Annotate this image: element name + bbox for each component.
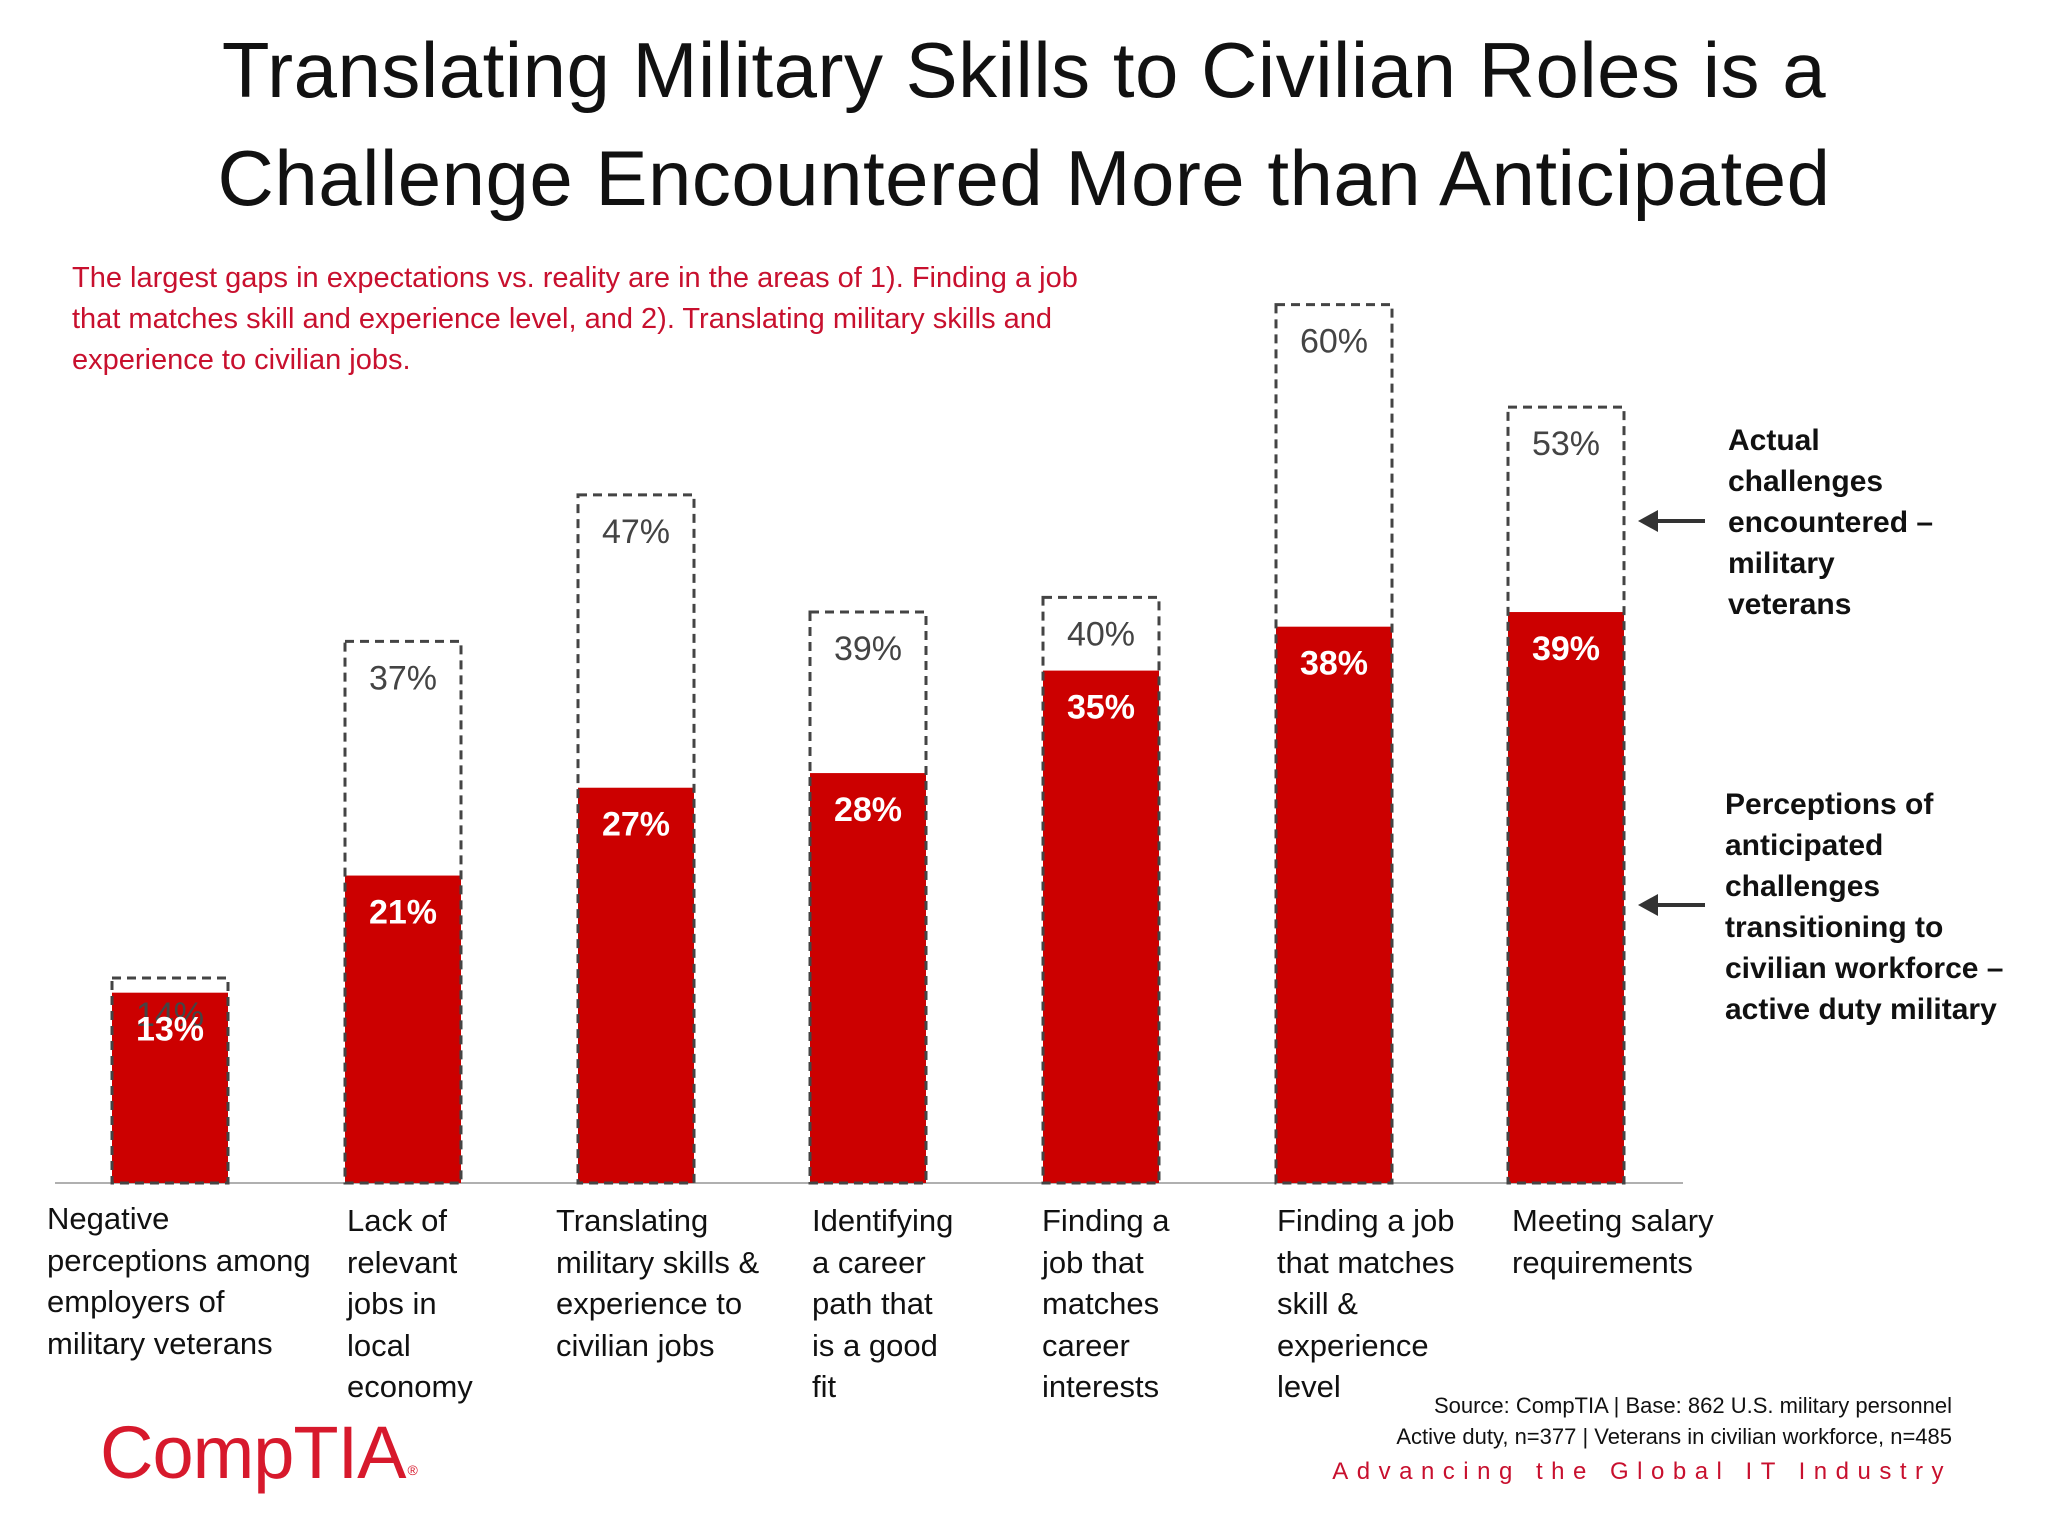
legend-actual-line-5: veterans [1728, 588, 1852, 621]
category-label-6: Finding a job that matches skill & experien… [1277, 1200, 1455, 1408]
category-label-4-line-5: fit [812, 1369, 837, 1404]
category-label-2-line-2: relevant [347, 1244, 458, 1280]
source-line-1: Source: CompTIA | Base: 862 U.S. militar… [1433, 1393, 1952, 1418]
category-label-6-line-4: experience [1277, 1327, 1429, 1363]
data-label-perceived-1: 13% [136, 1011, 204, 1049]
category-label-6-line-3: skill & [1277, 1286, 1358, 1321]
comptia-logo: CompTIA ® [100, 1410, 418, 1495]
legend-perceived-label: Perceptions of anticipated challenges trans… [1725, 784, 2003, 1030]
category-label-6-line-2: that matches [1277, 1244, 1455, 1280]
chart-subtitle-line-3: experience to civilian jobs. [72, 344, 411, 376]
category-label-4-line-2: a career [812, 1244, 926, 1280]
bar-perceived-4 [810, 773, 926, 1183]
category-label-5-line-5: interests [1042, 1369, 1160, 1404]
left-arrow-icon-head [1638, 894, 1658, 916]
category-label-3-line-4: civilian jobs [556, 1327, 715, 1363]
source-note: Source: CompTIA | Base: 862 U.S. militar… [1396, 1390, 1952, 1452]
category-label-5-line-3: matches [1042, 1286, 1160, 1321]
chart-subtitle: The largest gaps in expectations vs. rea… [72, 258, 1192, 381]
data-label-actual-7: 53% [1532, 425, 1600, 463]
data-label-actual-4: 39% [834, 630, 902, 668]
brand-tagline: Advancing the Global IT Industry [1332, 1458, 1952, 1485]
logo-text: CompTIA [100, 1411, 407, 1494]
category-label-1-line-1: Negative [47, 1201, 170, 1236]
left-arrow-icon [1638, 510, 1705, 532]
bar-actual-7 [1506, 405, 1626, 1185]
data-label-perceived-6: 38% [1300, 645, 1368, 683]
legend-actual-line-3: encountered – [1728, 506, 1934, 539]
bar-actual-5 [1041, 595, 1161, 1185]
category-label-1-line-4: military veterans [47, 1325, 273, 1361]
data-label-actual-1: 14% [136, 996, 204, 1034]
bar-perceived-5 [1043, 670, 1159, 1183]
category-label-7-line-1: Meeting salary [1512, 1203, 1714, 1238]
bar-perceived-3 [578, 787, 694, 1183]
legend-perceived-line-1: Perceptions of [1725, 788, 1934, 821]
category-label-4-line-4: is a good [812, 1327, 938, 1363]
category-label-7: Meeting salary requirements [1512, 1200, 1714, 1283]
source-line-2: Active duty, n=377 | Veterans in civilia… [1396, 1424, 1952, 1449]
legend-perceived-line-6: active duty military [1725, 993, 1997, 1026]
category-label-3: Translating military skills & experience t… [556, 1200, 759, 1366]
legend-actual-line-4: military [1728, 547, 1835, 580]
category-label-3-line-3: experience to [556, 1286, 743, 1321]
category-label-5-line-4: career [1042, 1327, 1130, 1363]
category-label-2-line-5: economy [347, 1369, 473, 1404]
legend-perceived-line-5: civilian workforce – [1725, 952, 2004, 985]
category-label-6-line-5: level [1277, 1369, 1341, 1404]
category-label-1-line-2: perceptions among [47, 1242, 311, 1278]
chart-title-line-1: Translating Military Skills to Civilian … [221, 26, 1827, 114]
category-label-4-line-3: path that [812, 1286, 933, 1321]
category-label-2-line-3: jobs in [347, 1286, 437, 1321]
category-label-5-line-2: job that [1042, 1244, 1144, 1280]
left-arrow-icon-head [1638, 510, 1658, 532]
legend-actual-label: Actual challenges encountered – military vet… [1728, 420, 1933, 625]
category-label-3-line-2: military skills & [556, 1244, 760, 1280]
data-label-perceived-5: 35% [1067, 689, 1135, 727]
legend-actual-line-2: challenges [1728, 465, 1884, 498]
left-arrow-icon [1638, 894, 1705, 916]
bar-perceived-6 [1276, 626, 1392, 1183]
bar-actual-6 [1274, 303, 1394, 1185]
data-label-perceived-2: 21% [369, 894, 437, 932]
data-label-perceived-7: 39% [1532, 630, 1600, 668]
data-label-perceived-3: 27% [602, 806, 670, 844]
data-label-actual-5: 40% [1067, 615, 1135, 653]
bar-actual-1 [110, 976, 230, 1185]
category-label-4: Identifying a career path that is a good fit [812, 1200, 953, 1408]
legend-actual-line-1: Actual [1728, 424, 1820, 457]
chart-title-line-2: Challenge Encountered More than Anticipa… [217, 134, 1831, 222]
category-label-5: Finding a job that matches career interests [1042, 1200, 1170, 1408]
data-label-perceived-4: 28% [834, 791, 902, 829]
legend-perceived-line-3: challenges [1725, 870, 1881, 903]
category-label-2: Lack of relevant jobs in local economy [347, 1200, 473, 1408]
category-label-2-line-4: local [347, 1327, 411, 1363]
legend-perceived-line-4: transitioning to [1725, 911, 1944, 944]
chart-subtitle-line-2: that matches skill and experience level,… [72, 303, 1053, 335]
data-label-actual-2: 37% [369, 659, 437, 697]
bar-perceived-2 [345, 875, 461, 1183]
legend-perceived-line-2: anticipated [1725, 829, 1884, 862]
category-label-2-line-1: Lack of [347, 1203, 447, 1238]
category-label-1-line-3: employers of [47, 1284, 225, 1319]
category-label-4-line-1: Identifying [812, 1203, 954, 1238]
registered-mark: ® [407, 1462, 418, 1478]
bar-perceived-7 [1508, 612, 1624, 1183]
category-label-7-line-2: requirements [1512, 1244, 1693, 1280]
bar-actual-3 [576, 493, 696, 1185]
data-label-actual-3: 47% [602, 513, 670, 551]
category-label-3-line-1: Translating [556, 1203, 709, 1238]
category-label-6-line-1: Finding a job [1277, 1203, 1455, 1238]
data-label-actual-6: 60% [1300, 323, 1368, 361]
chart-title: Translating Military Skills to Civilian … [0, 16, 2048, 232]
bar-actual-4 [808, 610, 928, 1185]
category-label-1: Negative perceptions among employers of mil… [47, 1198, 311, 1364]
bar-perceived-1 [112, 992, 228, 1183]
category-label-5-line-1: Finding a [1042, 1203, 1170, 1238]
chart-subtitle-line-1: The largest gaps in expectations vs. rea… [72, 262, 1078, 294]
